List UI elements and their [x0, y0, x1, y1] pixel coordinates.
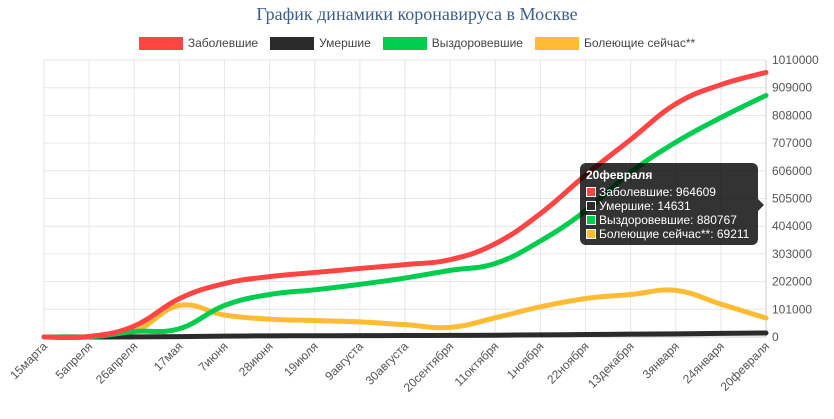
x-tick-label: 7июня: [196, 339, 231, 374]
legend-swatch-recovered: [382, 36, 427, 50]
x-tick-label: 1ноября: [504, 339, 547, 382]
tooltip-swatch-recovered: [586, 215, 596, 225]
tooltip-row-infected: Заболевшие: 964609: [586, 185, 752, 199]
tooltip-row-recovered: Выздоровевшие: 880767: [586, 213, 752, 227]
tooltip-title: 20февраля: [586, 168, 653, 182]
x-tick-label: 17мая: [151, 339, 185, 373]
x-tick-label: 13декабря: [585, 339, 637, 391]
chart-title: График динамики коронавируса в Москве: [256, 4, 578, 24]
legend-label-infected: Заболевшие: [187, 36, 259, 50]
y-tick-label: 303000: [772, 247, 812, 261]
tooltip-label-active: Болеющие сейчас**: 69211: [599, 227, 750, 241]
y-axis: 0 101000 202000 303000 404000 505000 606000 707…: [772, 53, 819, 344]
x-tick-label: 15марта: [7, 339, 50, 382]
y-tick-label: 606000: [772, 164, 812, 178]
tooltip-row-deaths: Умершие: 14631: [586, 199, 752, 213]
x-tick-label: 9августа: [322, 339, 366, 383]
legend-item-deaths[interactable]: Умершие: [270, 36, 371, 50]
y-tick-label: 0: [772, 330, 779, 344]
x-tick-label: 19июля: [281, 339, 321, 379]
tooltip: 20февраля Заболевшие: 964609 Умершие: 14…: [580, 163, 764, 245]
series-line-active: [41, 287, 769, 340]
y-tick-label: 707000: [772, 136, 812, 150]
legend-label-deaths: Умершие: [319, 36, 371, 50]
y-tick-label: 404000: [772, 219, 812, 233]
series-layer: [41, 69, 769, 341]
legend-swatch-infected: [138, 36, 183, 50]
legend-swatch-active: [534, 36, 579, 50]
series-line-infected: [41, 69, 769, 341]
legend-item-recovered[interactable]: Выздоровевшие: [382, 36, 523, 50]
legend-item-active[interactable]: Болеющие сейчас**: [534, 36, 696, 50]
x-tick-label: 22ноября: [544, 339, 591, 386]
x-tick-label: 28июня: [236, 339, 276, 379]
series-line-recovered: [41, 92, 769, 340]
tooltip-swatch-active: [586, 229, 596, 239]
x-tick-label: 20февраля: [718, 339, 773, 394]
tooltip-label-recovered: Выздоровевшие: 880767: [599, 213, 737, 227]
tooltip-label-infected: Заболевшие: 964609: [599, 185, 716, 199]
legend-label-recovered: Выздоровевшие: [431, 36, 523, 50]
y-tick-label: 101000: [772, 302, 812, 316]
x-tick-label: 3января: [640, 339, 682, 381]
legend: Заболевшие Умершие Выздоровевшие Болеющи…: [0, 36, 834, 50]
x-tick-label: 24января: [680, 339, 727, 386]
x-tick-label: 11октября: [452, 339, 502, 389]
tooltip-swatch-infected: [586, 187, 596, 197]
tooltip-swatch-deaths: [586, 201, 596, 211]
tooltip-row-active: Болеющие сейчас**: 69211: [586, 227, 752, 241]
x-tick-label: 5апреля: [53, 339, 96, 382]
legend-label-active: Болеющие сейчас**: [583, 36, 696, 50]
tooltip-label-deaths: Умершие: 14631: [599, 199, 691, 213]
y-tick-label: 909000: [772, 81, 812, 95]
legend-swatch-deaths: [270, 36, 315, 50]
tooltip-caret: [758, 199, 764, 211]
x-tick-label: 26апреля: [93, 339, 140, 386]
series-line-deaths: [41, 330, 769, 340]
y-tick-label: 808000: [772, 108, 812, 122]
y-tick-label: 1010000: [772, 53, 819, 67]
y-tick-label: 202000: [772, 275, 812, 289]
legend-item-infected[interactable]: Заболевшие: [138, 36, 259, 50]
y-tick-label: 505000: [772, 192, 812, 206]
